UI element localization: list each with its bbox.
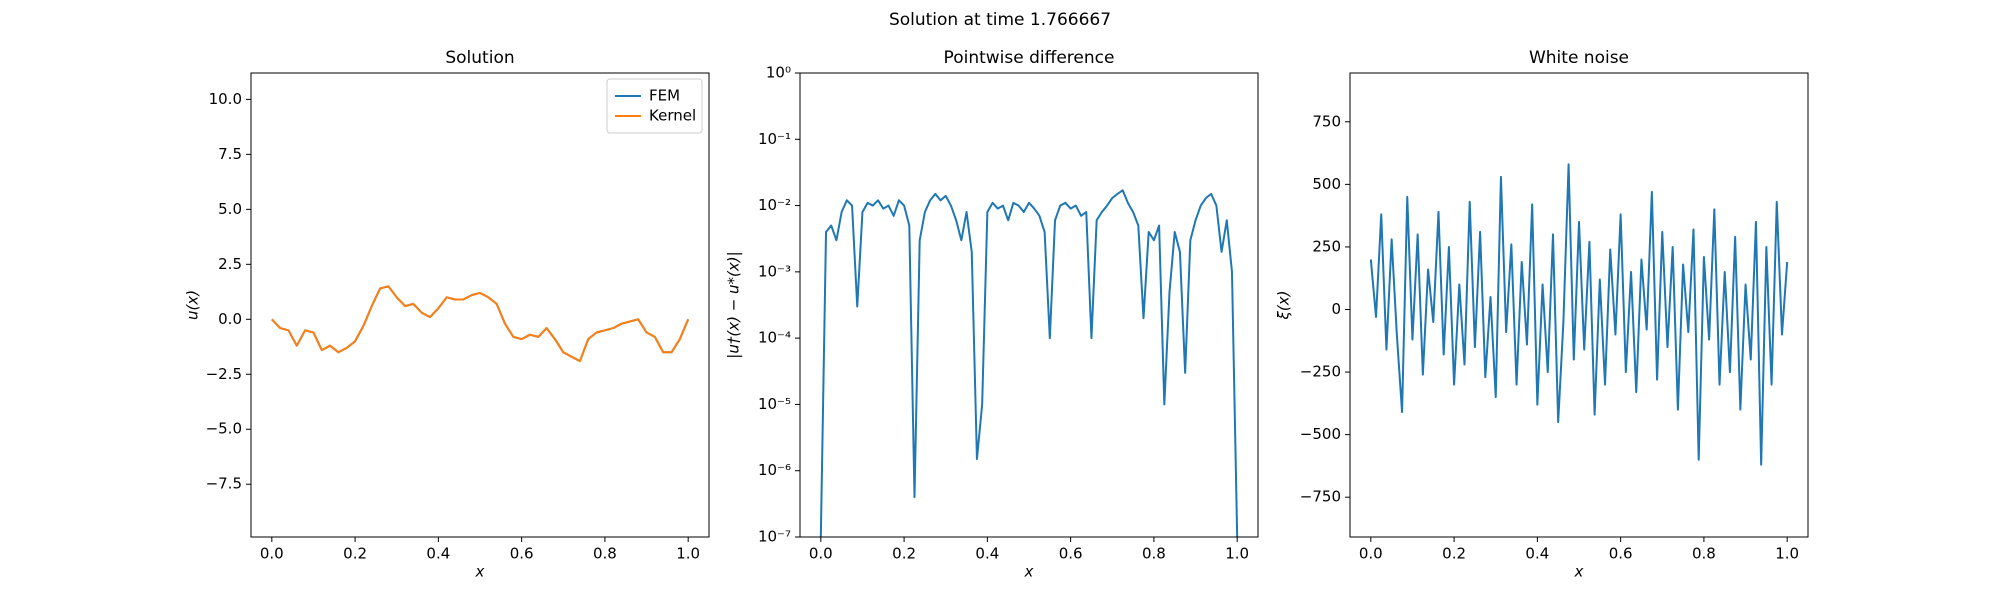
axes-frame	[799, 72, 1259, 538]
x-tick-label: 0.4	[426, 545, 450, 563]
x-tick-label: 0.0	[260, 545, 284, 563]
y-tick-label: 10.0	[209, 90, 242, 108]
y-tick-label: 250	[1312, 237, 1341, 255]
y-tick-label: 10⁻⁷	[758, 528, 791, 546]
y-axis-label: u(x)	[184, 290, 202, 320]
x-tick-label: 0.2	[1442, 545, 1466, 563]
x-tick-label: 0.4	[1525, 545, 1549, 563]
y-tick-label: 10⁻⁴	[758, 329, 791, 347]
series-line	[1369, 163, 1789, 466]
y-tick-label: 10⁰	[766, 64, 791, 82]
panel: Solution x u(x) 0.0 0.2 0.4 0.6 0.8 1.0 −7.5 −5.0 −…	[184, 48, 710, 581]
legend-box	[606, 78, 703, 134]
panel: White noise x ξ(x) 0.0 0.2 0.4 0.6 0.8 1.0 −750 −5…	[1275, 48, 1809, 581]
y-tick-label: −5.0	[206, 420, 242, 438]
y-axis-label: ξ(x)	[1275, 291, 1293, 321]
x-tick-label: 1.0	[676, 545, 700, 563]
x-tick-label: 1.0	[1775, 545, 1799, 563]
y-tick-label: 2.5	[218, 255, 242, 273]
legend-label: FEM	[649, 87, 680, 105]
y-tick-label: −250	[1300, 363, 1341, 381]
y-tick-label: −2.5	[206, 365, 242, 383]
y-tick-label: 10⁻⁵	[758, 395, 791, 413]
figure-title: Solution at time 1.766667	[889, 10, 1111, 30]
axis-title: Solution	[445, 48, 514, 68]
y-tick-label: 5.0	[218, 200, 242, 218]
x-tick-label: 0.6	[1609, 545, 1633, 563]
y-tick-label: 7.5	[218, 145, 242, 163]
series-line	[271, 285, 690, 363]
x-tick-label: 0.8	[1142, 545, 1166, 563]
legend: FEM Kernel	[606, 78, 703, 134]
x-tick-label: 0.6	[1059, 545, 1083, 563]
x-tick-label: 0.6	[510, 545, 534, 563]
y-tick-label: −7.5	[206, 475, 242, 493]
y-tick-label: 0	[1331, 300, 1341, 318]
x-tick-label: 0.4	[975, 545, 999, 563]
x-axis-label: x	[475, 563, 485, 581]
x-axis-label: x	[1574, 563, 1584, 581]
x-tick-label: 0.2	[892, 545, 916, 563]
x-tick-label: 0.8	[1692, 545, 1716, 563]
axis-title: White noise	[1529, 48, 1629, 68]
y-axis-label: |u†(x) − u*(x)|	[725, 251, 743, 358]
panel: Pointwise difference x |u†(x) − u*(x)| 0.0 0…	[725, 48, 1259, 581]
y-tick-label: 0.0	[218, 310, 242, 328]
x-tick-label: 0.8	[593, 545, 617, 563]
x-tick-label: 0.0	[1359, 545, 1383, 563]
axes-frame	[250, 72, 710, 538]
legend-label: Kernel	[649, 107, 696, 125]
axis-title: Pointwise difference	[944, 48, 1115, 68]
y-tick-label: 500	[1312, 175, 1341, 193]
x-tick-label: 0.2	[343, 545, 367, 563]
x-tick-label: 1.0	[1225, 545, 1249, 563]
y-tick-label: −500	[1300, 425, 1341, 443]
y-tick-label: 10⁻⁶	[758, 461, 791, 479]
axes-frame	[1349, 72, 1809, 538]
y-tick-label: 750	[1312, 112, 1341, 130]
x-tick-label: 0.0	[809, 545, 833, 563]
y-tick-label: 10⁻³	[758, 262, 791, 280]
x-axis-label: x	[1024, 563, 1034, 581]
series-line	[819, 189, 1239, 537]
y-tick-label: 10⁻²	[758, 196, 791, 214]
y-tick-label: 10⁻¹	[758, 130, 791, 148]
y-tick-label: −750	[1300, 488, 1341, 506]
